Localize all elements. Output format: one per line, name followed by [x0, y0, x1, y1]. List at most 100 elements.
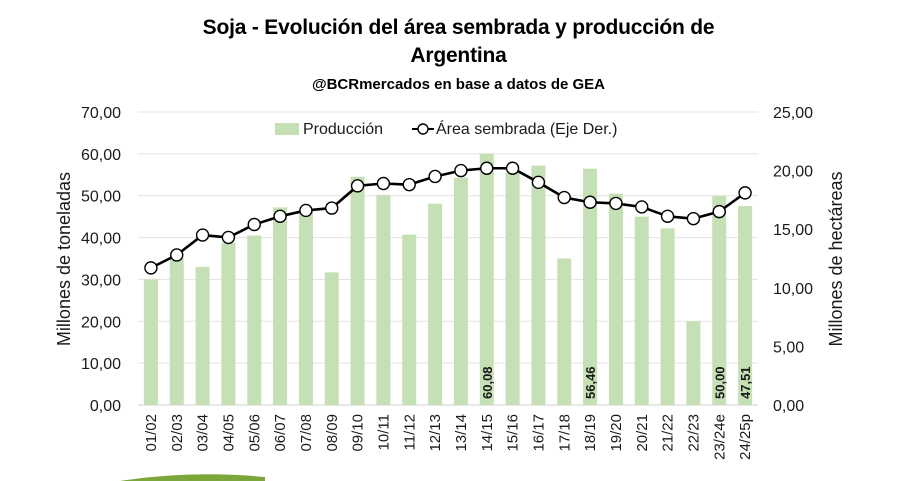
x-tick-label: 20/21 [634, 414, 651, 452]
x-tick-label: 23/24e [711, 414, 728, 460]
x-tick-label: 14/15 [479, 414, 496, 452]
bar [531, 165, 546, 405]
line-point [170, 248, 184, 262]
y2-tick-label: 25,00 [773, 105, 813, 122]
bar [428, 203, 443, 405]
x-tick-label: 10/11 [375, 414, 392, 450]
bar [324, 272, 339, 405]
bar [712, 195, 727, 405]
x-tick-label: 16/17 [530, 414, 547, 452]
line-point [376, 176, 391, 191]
x-tick-label: 04/05 [220, 414, 237, 452]
y-tick-label: 30,00 [81, 272, 121, 289]
x-tick-label: 12/13 [427, 414, 444, 452]
y-tick-label: 0,00 [90, 398, 121, 415]
gridlines [138, 111, 758, 406]
x-tick-label: 05/06 [246, 414, 263, 452]
line-point [686, 211, 701, 226]
line-point [273, 209, 287, 224]
bar [376, 194, 391, 405]
x-axis-ticks: 01/02 02/03 03/04 04/05 05/06 06/07 07/08 08/09… [143, 414, 754, 460]
x-tick-label: 22/23 [685, 414, 702, 452]
y-tick-label: 40,00 [81, 231, 121, 248]
bar [634, 216, 649, 405]
x-tick-label: 21/22 [660, 414, 677, 452]
y-tick-label: 50,00 [81, 189, 121, 206]
bar [738, 206, 753, 405]
y2-tick-label: 0,00 [773, 398, 804, 415]
bar [583, 168, 598, 405]
line-point [609, 196, 623, 211]
bar [608, 193, 623, 405]
bar [273, 207, 288, 405]
x-tick-label: 15/16 [505, 414, 522, 452]
y2-tick-label: 10,00 [773, 281, 813, 298]
line-point [325, 201, 339, 215]
line-point [480, 161, 494, 175]
x-tick-label: 11/12 [401, 414, 418, 450]
x-tick-label: 01/02 [143, 414, 160, 452]
line-point [738, 186, 752, 200]
bar [195, 266, 210, 405]
bar [143, 279, 158, 405]
bar [221, 242, 236, 405]
line-point [195, 228, 210, 242]
line-point [402, 177, 416, 192]
x-tick-label: 07/08 [298, 414, 315, 452]
line-series-area-sembrada [144, 161, 752, 275]
line-point [299, 203, 313, 218]
x-tick-label: 13/14 [453, 414, 470, 452]
data-labels: 60,08 56,46 50,00 47,51 [480, 366, 753, 399]
line-point [531, 175, 546, 190]
x-tick-label: 24/25p [737, 414, 754, 460]
bar [350, 176, 365, 405]
line-point [247, 217, 261, 232]
line-point [144, 261, 158, 275]
line-point [635, 200, 649, 214]
data-label: 47,51 [738, 366, 753, 399]
x-tick-label: 03/04 [195, 414, 212, 452]
line-point [583, 195, 597, 209]
x-tick-label: 06/07 [272, 414, 289, 452]
bar [479, 153, 494, 405]
chart-title-line-2: Argentina [410, 44, 507, 67]
y-tick-label: 70,00 [81, 105, 121, 122]
bar [298, 210, 313, 405]
chart-subtitle: @BCRmercados en base a datos de GEA [311, 76, 606, 93]
y2-tick-label: 5,00 [773, 339, 804, 356]
bar [169, 258, 184, 405]
bar [505, 172, 520, 405]
line-point [350, 179, 365, 193]
data-label: 50,00 [712, 366, 727, 399]
data-label: 56,46 [583, 366, 598, 399]
line-point [428, 169, 442, 184]
legend: Producción Área sembrada (Eje Der.) [275, 119, 617, 138]
bar-series-produccion [143, 153, 753, 405]
chart-title: Soja - Evolución del área sembrada y pro… [0, 14, 917, 70]
x-tick-label: 09/10 [350, 414, 367, 452]
bar [686, 321, 701, 405]
y-axis-left-ticks: 0,00 10,00 20,00 30,00 40,00 50,00 60,00 70,00 [81, 105, 121, 415]
bar [557, 258, 572, 405]
x-tick-label: 02/03 [169, 414, 186, 452]
bar [660, 228, 675, 405]
x-tick-label: 08/09 [324, 414, 341, 452]
x-tick-label: 17/18 [556, 414, 573, 452]
line-point [660, 209, 675, 224]
line-point [221, 230, 236, 245]
legend-swatch-produccion [275, 123, 299, 135]
line-point [505, 161, 520, 175]
line-point [712, 204, 726, 219]
line-point [557, 190, 571, 205]
bar [402, 234, 417, 405]
data-label: 60,08 [480, 366, 495, 399]
y2-tick-label: 20,00 [773, 164, 813, 181]
x-tick-label: 19/20 [608, 414, 625, 452]
y-tick-label: 10,00 [81, 356, 121, 373]
y-axis-right-ticks: 0,00 5,00 10,00 15,00 20,00 25,00 [773, 105, 813, 415]
x-tick-label: 18/19 [582, 414, 599, 452]
y-axis-left-label: Millones de toneladas [54, 172, 74, 346]
decorative-green-arc [120, 474, 265, 481]
legend-label-produccion: Producción [303, 121, 383, 138]
